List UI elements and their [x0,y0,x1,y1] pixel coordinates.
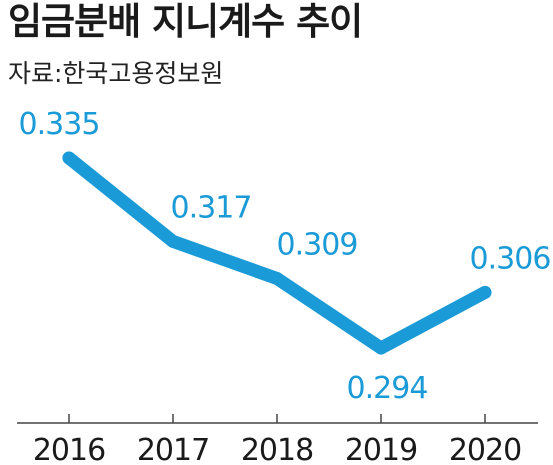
series-line-group [62,151,492,355]
chart-title: 임금분배 지니계수 추이 [8,0,363,43]
x-tick-label-2018: 2018 [241,433,313,465]
x-tick-label-2017: 2017 [137,433,209,465]
data-label-2020: 0.306 [470,241,551,276]
data-point-2019 [374,341,388,355]
data-label-group: 0.335 0.317 0.309 0.294 0.306 [19,107,552,406]
data-point-2016 [62,151,76,165]
x-tick-label-2019: 2019 [345,433,417,465]
data-point-2017 [166,234,180,248]
data-label-2018: 0.309 [277,227,358,262]
x-axis: 2016 2017 2018 2019 2020 [17,414,538,465]
x-tick-label-2020: 2020 [449,433,521,465]
x-tick-label-2016: 2016 [33,433,105,465]
data-point-2020 [478,285,492,299]
chart-source: 자료:한국고용정보원 [8,59,224,88]
data-label-2019: 0.294 [347,371,428,406]
data-label-2017: 0.317 [171,190,252,225]
data-point-2018 [270,272,284,285]
data-label-2016: 0.335 [19,107,100,142]
